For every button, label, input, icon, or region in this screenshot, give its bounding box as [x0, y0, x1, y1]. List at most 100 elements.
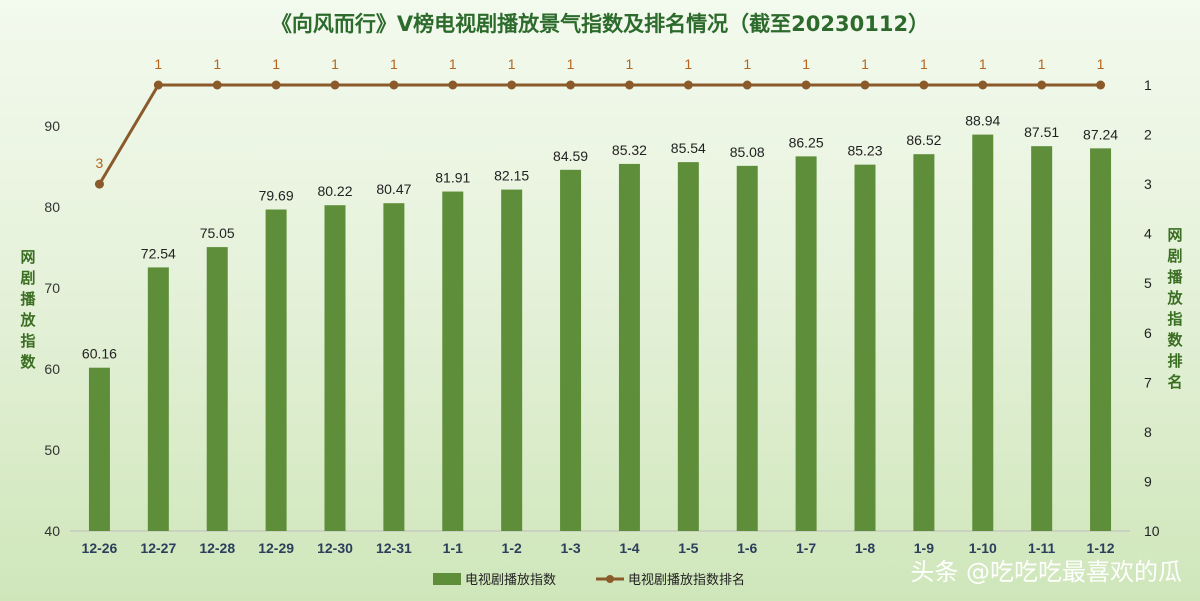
rank-point	[1096, 80, 1106, 90]
bar	[677, 162, 699, 531]
bar-value-label: 88.94	[965, 113, 1000, 129]
x-tick-label: 12-30	[317, 540, 353, 556]
bar-value-label: 72.54	[141, 245, 176, 261]
y2-axis-title-char: 放	[1166, 289, 1183, 307]
rank-value-label: 1	[272, 56, 280, 72]
rank-point	[978, 80, 988, 90]
y-tick-label: 60	[44, 361, 60, 377]
x-tick-label: 12-31	[376, 540, 412, 556]
bar-value-label: 85.54	[671, 140, 706, 156]
bar-value-label: 80.47	[376, 181, 411, 197]
bar-value-label: 85.08	[730, 144, 765, 160]
y-tick-label: 90	[44, 118, 60, 134]
y2-tick-label: 3	[1144, 176, 1152, 192]
bar	[442, 191, 464, 532]
legend-line-marker	[606, 575, 614, 583]
rank-value-label: 1	[626, 56, 634, 72]
rank-value-label: 1	[508, 56, 516, 72]
y2-tick-label: 4	[1144, 226, 1152, 242]
bar	[736, 165, 758, 532]
rank-point	[271, 80, 281, 90]
rank-value-label: 1	[567, 56, 575, 72]
x-tick-label: 1-5	[678, 540, 698, 556]
rank-point	[448, 80, 458, 90]
rank-value-label: 1	[861, 56, 869, 72]
rank-value-label: 1	[1038, 56, 1046, 72]
rank-line-series	[94, 80, 1106, 189]
y-axis-title-char: 播	[20, 290, 36, 308]
y2-tick-label: 8	[1144, 424, 1152, 440]
bar-value-label: 82.15	[494, 168, 529, 184]
y-tick-label: 80	[44, 199, 60, 215]
x-tick-label: 1-9	[914, 540, 934, 556]
rank-line	[98, 83, 1101, 185]
rank-value-label: 1	[331, 56, 339, 72]
y2-axis-title-char: 剧	[1167, 247, 1182, 265]
y-axis-title-char: 数	[20, 353, 36, 371]
legend: 电视剧播放指数 电视剧播放指数排名	[433, 572, 745, 588]
x-tick-label: 12-29	[258, 540, 294, 556]
bar-value-label: 81.91	[435, 170, 470, 186]
y-axis-ticks: 40 50 60 70 80 90	[44, 118, 60, 539]
rank-point	[330, 80, 340, 90]
bar-value-label: 86.25	[789, 134, 824, 150]
x-tick-label: 1-4	[619, 540, 639, 556]
rank-point	[801, 80, 811, 90]
rank-value-label: 1	[390, 56, 398, 72]
bar	[854, 164, 876, 531]
bar-value-label: 79.69	[259, 188, 294, 204]
y2-axis-title-char: 网	[1167, 226, 1182, 244]
x-tick-label: 1-7	[796, 540, 816, 556]
rank-value-label: 1	[802, 56, 810, 72]
bar-value-labels: 60.16 72.54 75.05 79.69 80.22 80.47 81.91 82.15…	[82, 113, 1118, 362]
y-axis-title-char: 指	[20, 332, 35, 350]
rank-value-label: 3	[96, 155, 104, 171]
y2-axis-title-char: 指	[1167, 310, 1182, 328]
rank-point	[683, 80, 693, 90]
bar	[1090, 148, 1112, 531]
x-tick-label: 1-12	[1087, 540, 1115, 556]
bar-value-label: 86.52	[906, 132, 941, 148]
x-tick-label: 1-10	[969, 540, 997, 556]
rank-point	[153, 80, 163, 90]
x-tick-label: 1-8	[855, 540, 875, 556]
rank-point	[389, 80, 399, 90]
y2-tick-label: 9	[1144, 473, 1152, 489]
bar	[501, 189, 523, 531]
rank-value-labels: 3 1 1 1 1 1 1 1 1 1 1 1 1 1 1 1 1 1	[96, 56, 1105, 171]
rank-point	[860, 80, 870, 90]
y-tick-label: 40	[44, 523, 60, 539]
bar	[383, 203, 405, 531]
y2-axis-ticks: 1 2 3 4 5 6 7 8 9 10	[1144, 77, 1160, 539]
y2-tick-label: 1	[1144, 77, 1152, 93]
bar-value-label: 84.59	[553, 148, 588, 164]
y2-tick-label: 2	[1144, 127, 1152, 143]
y2-tick-label: 6	[1144, 325, 1152, 341]
rank-value-label: 1	[743, 56, 751, 72]
rank-point	[566, 80, 576, 90]
x-tick-label: 12-28	[199, 540, 235, 556]
y-axis-title-char: 剧	[20, 269, 35, 287]
legend-bar-label: 电视剧播放指数	[465, 573, 556, 588]
x-tick-label: 1-11	[1028, 540, 1055, 556]
x-tick-label: 1-1	[443, 540, 463, 556]
rank-value-label: 1	[213, 56, 221, 72]
bar	[324, 205, 346, 531]
rank-value-label: 1	[449, 56, 457, 72]
rank-value-label: 1	[979, 56, 987, 72]
y-tick-label: 50	[44, 442, 60, 458]
bar-value-label: 87.51	[1024, 124, 1059, 140]
y2-tick-label: 5	[1144, 275, 1152, 291]
rank-point	[94, 179, 104, 189]
bar-value-label: 85.32	[612, 142, 647, 158]
rank-point	[1037, 80, 1047, 90]
x-tick-label: 12-27	[140, 540, 176, 556]
x-tick-label: 1-2	[502, 540, 522, 556]
bar	[88, 367, 110, 531]
x-axis-ticks: 12-26 12-27 12-28 12-29 12-30 12-31 1-1 1-2 1-3 1…	[82, 540, 1115, 556]
rank-point	[212, 80, 222, 90]
bar	[1031, 146, 1053, 531]
y-axis-title-char: 网	[20, 248, 35, 266]
